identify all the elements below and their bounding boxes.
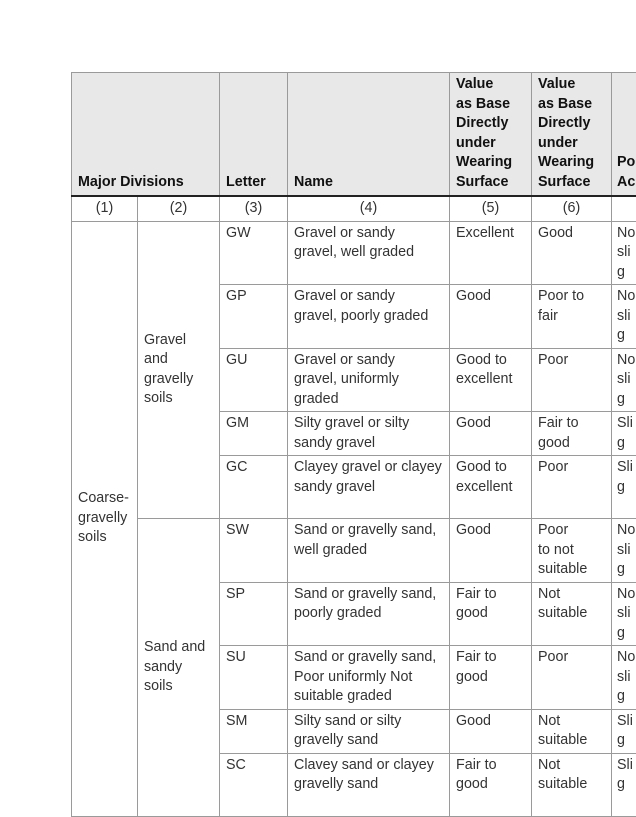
soil-classification-table: Major Divisions Letter Name Value as Bas… (71, 72, 636, 817)
letter-cell: GU (220, 348, 288, 412)
letter-cell: GP (220, 285, 288, 349)
name-cell: Clavey sand or clayey gravelly sand (288, 753, 450, 816)
col-number (612, 196, 636, 221)
header-col-7: Po Ac (612, 73, 636, 197)
letter-cell: SM (220, 709, 288, 753)
name-cell: Gravel or sandy gravel, well graded (288, 221, 450, 285)
header-major-divisions: Major Divisions (72, 73, 220, 197)
value-base-6-cell: Poor to not suitable (532, 519, 612, 583)
value-base-6-cell: Not suitable (532, 582, 612, 646)
name-cell: Sand or gravelly sand, well graded (288, 519, 450, 583)
letter-cell: GM (220, 412, 288, 456)
value-base-6-cell: Poor (532, 646, 612, 710)
letter-cell: GW (220, 221, 288, 285)
name-cell: Silty gravel or silty sandy gravel (288, 412, 450, 456)
value-base-6-cell: Poor (532, 348, 612, 412)
header-name: Name (288, 73, 450, 197)
letter-cell: GC (220, 456, 288, 519)
col-7-cell: Slig (612, 456, 636, 519)
header-letter: Letter (220, 73, 288, 197)
letter-cell: SC (220, 753, 288, 816)
letter-cell: SP (220, 582, 288, 646)
name-cell: Silty sand or silty gravelly sand (288, 709, 450, 753)
sub-division-cell: Gravel and gravelly soils (138, 221, 220, 519)
name-cell: Clayey gravel or clayey sandy gravel (288, 456, 450, 519)
letter-cell: SW (220, 519, 288, 583)
col-number: (3) (220, 196, 288, 221)
col-7-cell: No slig (612, 285, 636, 349)
value-base-6-cell: Poor (532, 456, 612, 519)
value-base-5-cell: Fair to good (450, 582, 532, 646)
col-number: (6) (532, 196, 612, 221)
sub-division-cell: Sand and sandy soils (138, 519, 220, 817)
value-base-5-cell: Good to excellent (450, 456, 532, 519)
value-base-5-cell: Fair to good (450, 753, 532, 816)
value-base-6-cell: Poor to fair (532, 285, 612, 349)
col-7-cell: Slig (612, 412, 636, 456)
col-7-cell: No slig (612, 348, 636, 412)
name-cell: Gravel or sandy gravel, poorly graded (288, 285, 450, 349)
value-base-6-cell: Fair to good (532, 412, 612, 456)
name-cell: Gravel or sandy gravel, uniformly graded (288, 348, 450, 412)
value-base-6-cell: Not suitable (532, 753, 612, 816)
name-cell: Sand or gravelly sand, Poor uniformly No… (288, 646, 450, 710)
value-base-5-cell: Good to excellent (450, 348, 532, 412)
value-base-6-cell: Not suitable (532, 709, 612, 753)
name-cell: Sand or gravelly sand, poorly graded (288, 582, 450, 646)
col-7-cell: No slig (612, 221, 636, 285)
letter-cell: SU (220, 646, 288, 710)
col-number: (4) (288, 196, 450, 221)
header-value-base-5: Value as Base Directly under Wearing Sur… (450, 73, 532, 197)
col-7-cell: Slig (612, 753, 636, 816)
col-7-cell: No slig (612, 646, 636, 710)
value-base-5-cell: Good (450, 519, 532, 583)
col-number: (2) (138, 196, 220, 221)
value-base-5-cell: Good (450, 285, 532, 349)
col-number: (1) (72, 196, 138, 221)
value-base-5-cell: Good (450, 709, 532, 753)
col-7-cell: No slig (612, 519, 636, 583)
value-base-5-cell: Good (450, 412, 532, 456)
header-value-base-6: Value as Base Directly under Wearing Sur… (532, 73, 612, 197)
col-7-cell: Slig (612, 709, 636, 753)
col-7-cell: No slig (612, 582, 636, 646)
value-base-5-cell: Fair to good (450, 646, 532, 710)
value-base-6-cell: Good (532, 221, 612, 285)
value-base-5-cell: Excellent (450, 221, 532, 285)
col-number: (5) (450, 196, 532, 221)
major-division-cell: Coarse- gravelly soils (72, 221, 138, 816)
